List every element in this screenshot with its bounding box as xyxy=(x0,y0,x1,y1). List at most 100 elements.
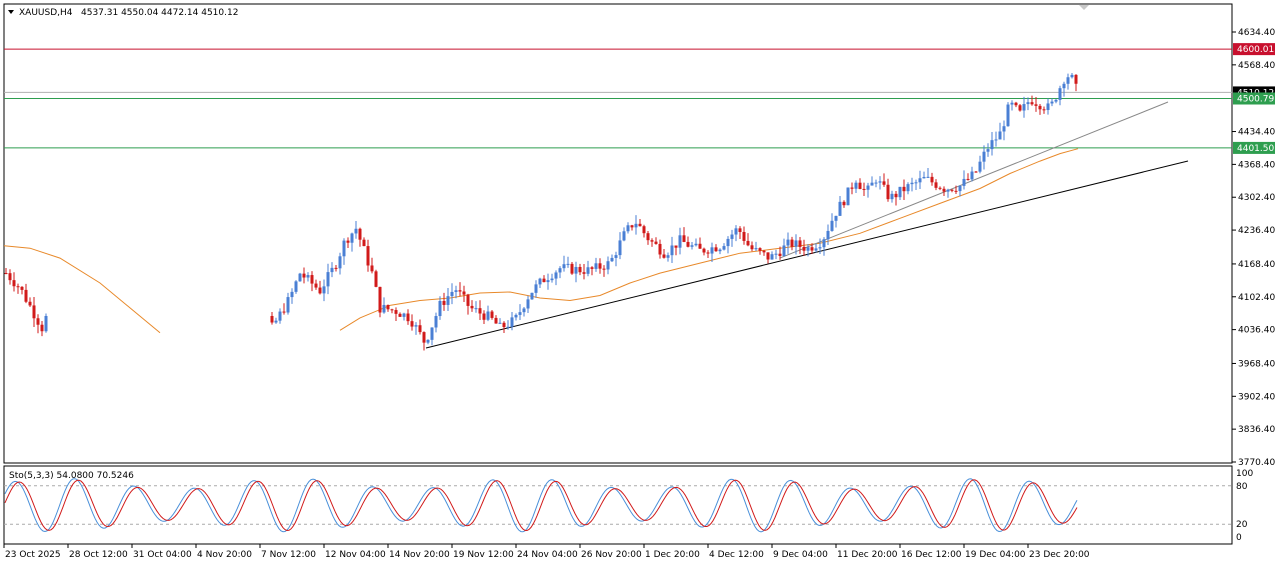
candle-body xyxy=(534,284,538,293)
candle-body xyxy=(482,313,486,320)
candles-group xyxy=(4,72,1078,351)
candle-body xyxy=(914,182,918,184)
candle-body xyxy=(1018,105,1022,111)
time-tick-label: 24 Nov 04:00 xyxy=(517,550,578,560)
candle-body xyxy=(522,308,526,313)
candle-body xyxy=(1026,102,1030,105)
candle-body xyxy=(530,292,534,300)
candle-body xyxy=(962,178,966,186)
candle-body xyxy=(878,181,882,183)
candle-body xyxy=(366,246,370,266)
current-price-tag xyxy=(1233,86,1275,97)
stochastic-signal-line xyxy=(4,479,1078,532)
candle-body xyxy=(1014,102,1018,106)
candle-body xyxy=(302,273,306,278)
candle-body xyxy=(414,325,418,327)
candle-body xyxy=(738,228,742,232)
price-tags: 4600.014500.794401.504510.124500.79 xyxy=(1233,43,1275,154)
candle-body xyxy=(746,240,750,246)
candle-body xyxy=(410,321,414,327)
candle-body xyxy=(402,313,406,317)
candle-body xyxy=(28,301,32,306)
candle-body xyxy=(766,252,770,260)
candle-body xyxy=(822,239,826,248)
candle-body xyxy=(434,316,438,328)
candle-body xyxy=(662,254,666,258)
candle-body xyxy=(954,190,958,192)
price-level-tag-label: 4500.79 xyxy=(1237,94,1274,104)
candle-body xyxy=(982,151,986,162)
candle-body xyxy=(374,271,378,287)
price-tick-label: 4036.40 xyxy=(1238,326,1275,336)
candle-body xyxy=(934,182,938,188)
trend-line-upper[interactable] xyxy=(779,101,1169,259)
price-tick-label: 4434.40 xyxy=(1238,128,1275,138)
price-axis: 4634.40 4568.40 4434.40 4368.40 4302.40 4236.… xyxy=(1232,28,1275,468)
candle-body xyxy=(430,327,434,340)
candle-body xyxy=(494,317,498,324)
candle-body xyxy=(618,240,622,256)
candle-body xyxy=(810,247,814,251)
candle-body xyxy=(978,161,982,172)
candle-body xyxy=(750,245,754,250)
time-tick-label: 19 Dec 04:00 xyxy=(965,550,1026,560)
candle-body xyxy=(458,290,462,292)
candle-body xyxy=(994,139,998,141)
candle-body xyxy=(630,225,634,228)
candle-body xyxy=(322,286,326,294)
price-tick-label: 4102.40 xyxy=(1238,293,1275,303)
candle-body xyxy=(16,286,20,288)
time-tick-label: 12 Nov 04:00 xyxy=(325,550,386,560)
time-tick-label: 7 Nov 12:00 xyxy=(261,550,316,560)
candle-body xyxy=(1038,105,1042,110)
candle-body xyxy=(722,246,726,250)
candle-body xyxy=(838,201,842,216)
candle-body xyxy=(634,223,638,228)
trend-line-lower[interactable] xyxy=(425,160,1189,349)
candle-body xyxy=(698,243,702,249)
price-tick-label: 4168.40 xyxy=(1238,260,1275,270)
price-tick-label: 3770.40 xyxy=(1238,458,1275,468)
candle-body xyxy=(470,305,474,309)
candle-body xyxy=(1002,126,1006,132)
candle-body xyxy=(446,296,450,305)
candle-body xyxy=(454,290,458,292)
candle-body xyxy=(762,250,766,253)
candle-body xyxy=(898,186,902,198)
candle-body xyxy=(946,189,950,192)
candle-body xyxy=(36,318,40,325)
candle-body xyxy=(442,300,446,305)
candle-body xyxy=(422,332,426,343)
time-tick-label: 19 Nov 12:00 xyxy=(453,550,514,560)
candle-body xyxy=(346,240,350,243)
price-tick-label: 4368.40 xyxy=(1238,160,1275,170)
candle-body xyxy=(654,241,658,244)
time-tick-label: 23 Oct 2025 xyxy=(5,550,61,560)
candle-body xyxy=(606,261,610,270)
candle-body xyxy=(850,187,854,189)
candle-body xyxy=(298,273,302,282)
candle-body xyxy=(586,267,590,274)
time-tick-label: 9 Dec 04:00 xyxy=(773,550,828,560)
horizontal-lines xyxy=(4,48,1232,149)
candle-body xyxy=(350,233,354,243)
candle-body xyxy=(894,193,898,198)
scroll-marker-icon[interactable] xyxy=(1079,5,1089,10)
candle-body xyxy=(326,272,330,287)
candle-body xyxy=(546,280,550,283)
chart-menu-triangle-icon[interactable] xyxy=(8,10,14,14)
candle-body xyxy=(626,225,630,232)
time-tick-label: 14 Nov 20:00 xyxy=(389,550,450,560)
candle-body xyxy=(758,248,762,251)
candle-body xyxy=(1058,88,1062,100)
main-plot-frame xyxy=(3,3,1233,464)
candle-body xyxy=(562,264,566,269)
stochastic-tick-label: 80 xyxy=(1236,482,1248,492)
price-tick-label: 3836.40 xyxy=(1238,425,1275,435)
candle-body xyxy=(782,245,786,256)
candle-body xyxy=(906,184,910,192)
candle-body xyxy=(754,248,758,250)
candle-body xyxy=(24,289,28,302)
